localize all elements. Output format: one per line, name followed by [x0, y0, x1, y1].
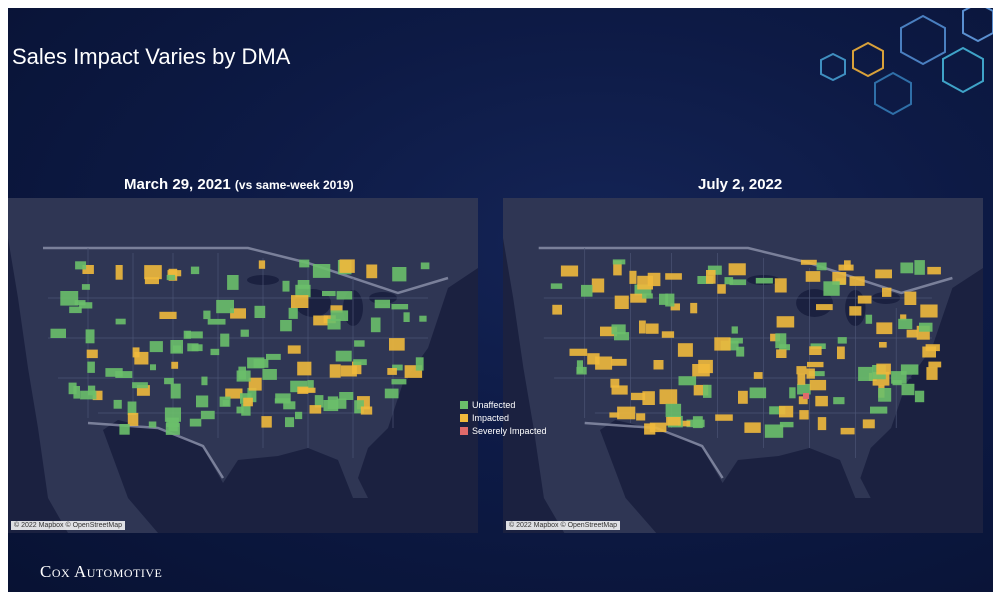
severely-impacted-dma	[803, 393, 809, 399]
legend-item-severely-impacted: Severely Impacted	[460, 424, 547, 437]
slide: Sales Impact Varies by DMA March 29, 202…	[8, 8, 993, 592]
map-credit-2021: © 2022 Mapbox © OpenStreetMap	[11, 521, 125, 530]
map-credit-2022: © 2022 Mapbox © OpenStreetMap	[506, 521, 620, 530]
legend-swatch-impacted	[460, 413, 468, 422]
map-title-2022: July 2, 2022	[698, 176, 782, 193]
us-map-2022	[503, 198, 983, 533]
legend-swatch-severely-impacted	[460, 426, 468, 435]
legend: Unaffected Impacted Severely Impacted	[460, 398, 547, 437]
legend-item-impacted: Impacted	[460, 411, 547, 424]
hexagon-decoration	[820, 8, 993, 116]
slide-title: Sales Impact Varies by DMA	[12, 44, 291, 69]
legend-swatch-unaffected	[460, 400, 468, 409]
us-map-2021	[8, 198, 478, 533]
legend-item-unaffected: Unaffected	[460, 398, 547, 411]
map-title-2021-main: March 29, 2021	[124, 176, 231, 193]
legend-label-impacted: Impacted	[472, 412, 510, 423]
map-2021[interactable]: © 2022 Mapbox © OpenStreetMap	[8, 198, 478, 533]
map-title-2021: March 29, 2021 (vs same-week 2019)	[124, 176, 354, 193]
brand-logo: Cox Automotive	[40, 562, 163, 581]
map-title-2021-subtitle: (vs same-week 2019)	[234, 178, 354, 192]
map-title-2022-main: July 2, 2022	[698, 176, 783, 193]
legend-label-unaffected: Unaffected	[472, 399, 516, 410]
map-2022[interactable]: © 2022 Mapbox © OpenStreetMap	[503, 198, 983, 533]
legend-label-severely-impacted: Severely Impacted	[472, 425, 547, 436]
